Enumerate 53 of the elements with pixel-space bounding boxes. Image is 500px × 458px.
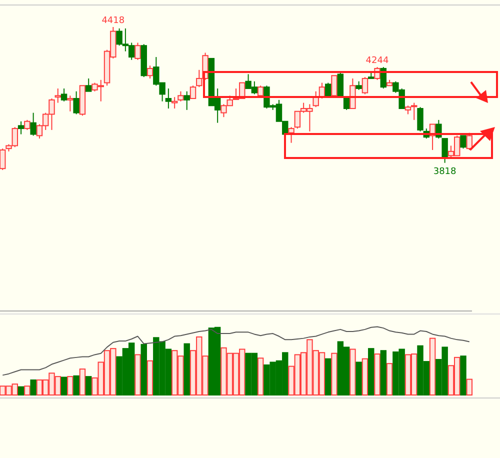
candlestick: [417, 106, 424, 132]
candlestick: [18, 120, 24, 135]
bar: [73, 375, 80, 396]
candlestick: [165, 88, 172, 110]
bar: [60, 376, 68, 396]
bar: [386, 363, 393, 396]
candlestick: [257, 85, 264, 96]
bar: [67, 376, 74, 396]
candlestick: [60, 88, 68, 102]
bar: [331, 352, 338, 396]
annotation: 4244: [366, 56, 389, 66]
candlestick: [325, 82, 332, 96]
candlestick: [362, 76, 368, 95]
candlestick: [178, 90, 184, 102]
bar: [85, 376, 92, 396]
candlestick: [190, 85, 196, 99]
bar: [350, 348, 356, 396]
candlestick: [0, 148, 6, 170]
bar: [140, 344, 147, 396]
bar: [184, 343, 190, 396]
bar: [30, 379, 36, 396]
candlestick: [134, 42, 141, 60]
bar: [134, 354, 141, 396]
bar: [325, 358, 332, 396]
candlestick: [67, 95, 74, 112]
candlestick: [73, 90, 80, 115]
bar: [362, 358, 368, 396]
bar: [18, 386, 24, 396]
candlestick: [85, 78, 92, 92]
bar: [429, 338, 436, 396]
candlestick: [24, 119, 30, 130]
bar: [380, 350, 387, 396]
bar: [356, 362, 362, 396]
bar: [374, 354, 380, 396]
candlestick: [30, 112, 36, 136]
annotation: 3818: [433, 166, 457, 177]
candlestick: [146, 65, 154, 79]
candlestick: [343, 96, 350, 110]
candlestick: [331, 75, 338, 96]
bar: [146, 360, 154, 396]
bar: [368, 348, 374, 396]
annotation: 4418: [102, 16, 125, 26]
bar: [466, 378, 472, 396]
bar: [24, 386, 30, 396]
candlestick: [171, 96, 178, 110]
candlestick: [350, 78, 356, 110]
bar: [257, 358, 264, 396]
candlestick: [460, 135, 466, 150]
candlestick: [54, 88, 61, 104]
candlestick: [288, 126, 294, 144]
candlestick: [184, 90, 190, 110]
bar: [460, 356, 466, 396]
bar: [79, 368, 86, 396]
